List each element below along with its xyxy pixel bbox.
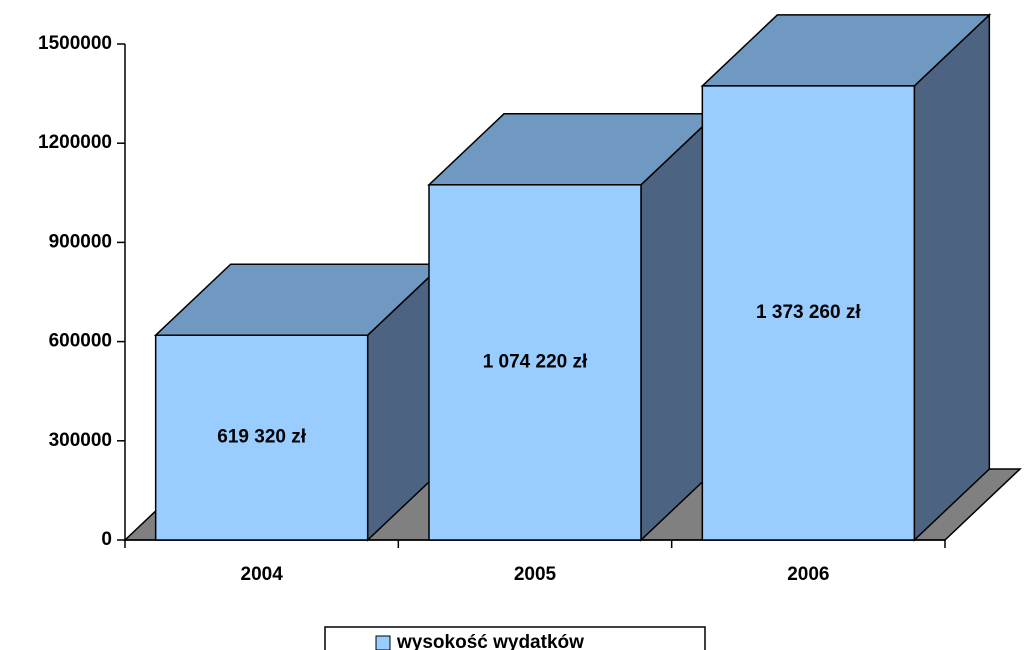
y-tick-label: 600000 <box>49 331 112 352</box>
bar <box>701 85 916 541</box>
bar-side <box>913 13 991 542</box>
data-label: 619 320 zł <box>217 427 306 448</box>
bar <box>154 334 369 541</box>
legend-swatch <box>375 635 391 650</box>
y-tick-label: 0 <box>101 529 112 550</box>
bar <box>428 184 642 541</box>
legend-label: wysokość wydatków <box>396 632 584 650</box>
x-tick-label: 2005 <box>514 564 557 585</box>
data-label: 1 373 260 zł <box>756 302 861 323</box>
y-tick-label: 1200000 <box>38 132 112 153</box>
x-tick-label: 2006 <box>787 564 829 585</box>
y-tick-label: 300000 <box>49 430 112 451</box>
y-tick-label: 900000 <box>49 231 112 252</box>
y-tick-label: 1500000 <box>38 33 112 54</box>
x-tick-label: 2004 <box>241 564 284 585</box>
legend-box <box>324 626 706 650</box>
data-label: 1 074 220 zł <box>483 351 588 372</box>
